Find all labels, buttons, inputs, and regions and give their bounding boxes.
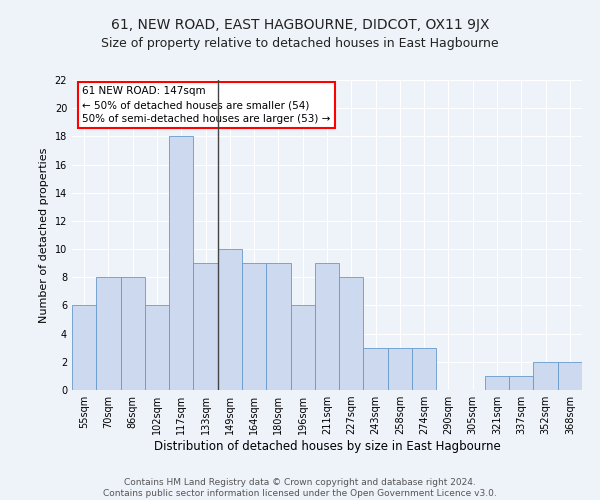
Bar [412,348,436,390]
Bar [339,278,364,390]
Bar [509,376,533,390]
Bar [145,306,169,390]
Bar [218,249,242,390]
Bar [533,362,558,390]
Text: Contains HM Land Registry data © Crown copyright and database right 2024.
Contai: Contains HM Land Registry data © Crown c… [103,478,497,498]
Text: 61, NEW ROAD, EAST HAGBOURNE, DIDCOT, OX11 9JX: 61, NEW ROAD, EAST HAGBOURNE, DIDCOT, OX… [111,18,489,32]
Bar [315,263,339,390]
Bar [485,376,509,390]
Bar [558,362,582,390]
Text: Size of property relative to detached houses in East Hagbourne: Size of property relative to detached ho… [101,38,499,51]
Bar [242,263,266,390]
Bar [388,348,412,390]
Bar [266,263,290,390]
Text: 61 NEW ROAD: 147sqm
← 50% of detached houses are smaller (54)
50% of semi-detach: 61 NEW ROAD: 147sqm ← 50% of detached ho… [82,86,331,124]
Bar [96,278,121,390]
Bar [72,306,96,390]
Bar [290,306,315,390]
Bar [121,278,145,390]
Bar [169,136,193,390]
Y-axis label: Number of detached properties: Number of detached properties [39,148,49,322]
X-axis label: Distribution of detached houses by size in East Hagbourne: Distribution of detached houses by size … [154,440,500,453]
Bar [193,263,218,390]
Bar [364,348,388,390]
